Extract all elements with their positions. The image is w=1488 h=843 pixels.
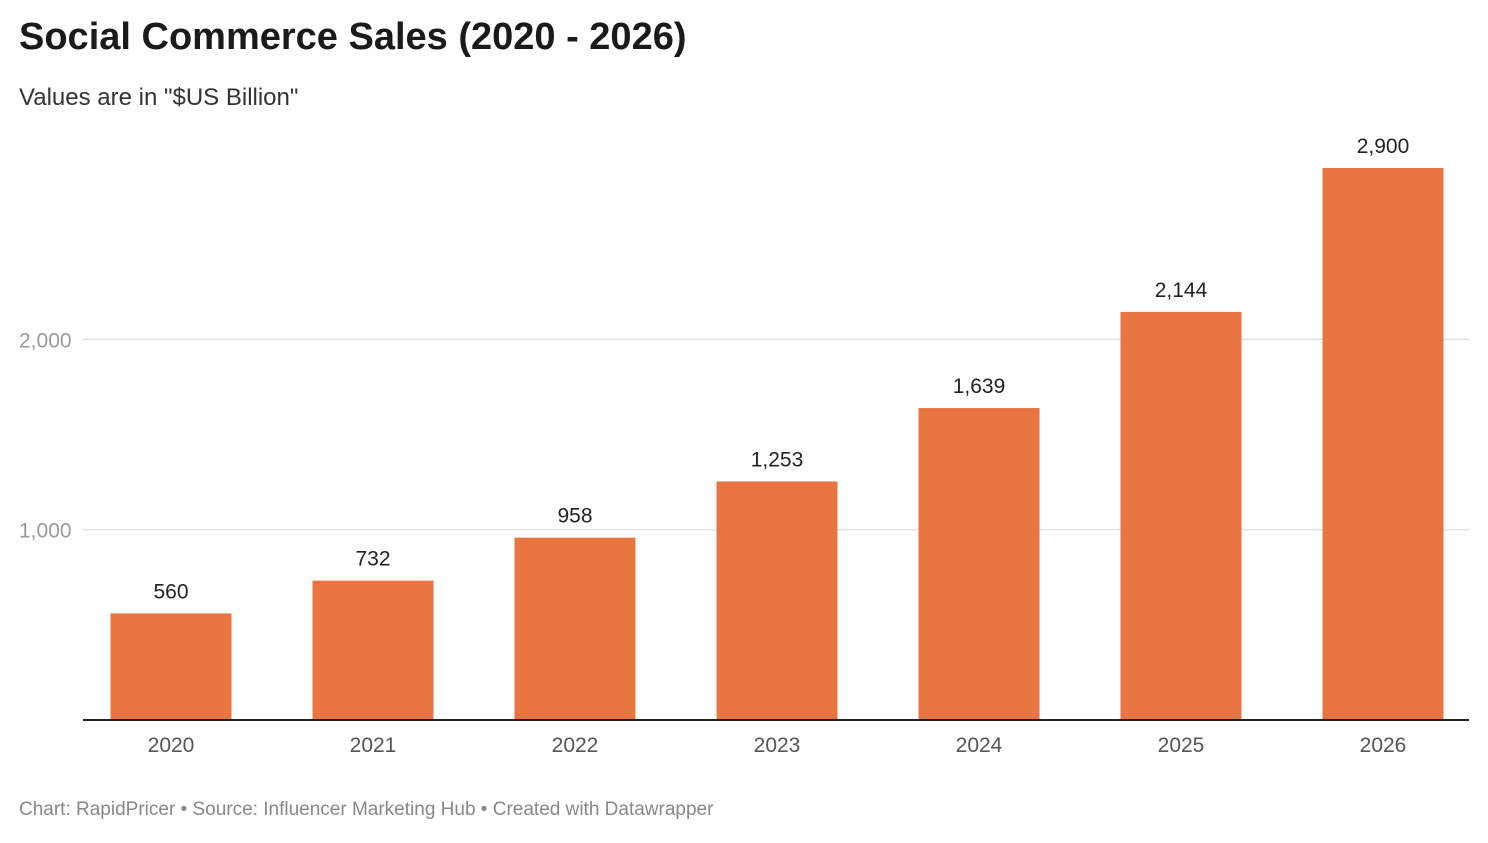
bar-value-label: 1,639 xyxy=(953,375,1006,398)
bar xyxy=(716,481,838,720)
x-axis-ticks: 2020 2021 2022 2023 2024 2025 2026 xyxy=(148,734,1407,757)
bar xyxy=(514,537,636,720)
bar-value-label: 732 xyxy=(355,548,390,571)
bar-value-label: 1,253 xyxy=(751,448,804,471)
chart-title: Social Commerce Sales (2020 - 2026) xyxy=(19,16,687,58)
x-tick-label: 2021 xyxy=(350,734,397,757)
y-axis-ticks: 1,000 2,000 xyxy=(19,329,72,542)
x-tick-label: 2023 xyxy=(754,734,801,757)
x-tick-label: 2024 xyxy=(956,734,1003,757)
bar-value-label: 2,900 xyxy=(1357,135,1410,158)
bar-value-label: 2,144 xyxy=(1155,279,1208,302)
bar xyxy=(110,613,232,720)
bar xyxy=(1120,311,1242,720)
x-tick-label: 2022 xyxy=(552,734,599,757)
bar xyxy=(312,580,434,720)
bars xyxy=(110,168,1444,720)
x-tick-label: 2020 xyxy=(148,734,195,757)
x-tick-label: 2026 xyxy=(1360,734,1407,757)
y-tick-label: 1,000 xyxy=(19,520,72,543)
chart-footer: Chart: RapidPricer • Source: Influencer … xyxy=(19,799,714,820)
y-tick-label: 2,000 xyxy=(19,329,72,352)
bar-value-label: 958 xyxy=(557,505,592,528)
bar xyxy=(1322,168,1444,720)
chart-subtitle: Values are in "$US Billion" xyxy=(19,84,299,111)
x-tick-label: 2025 xyxy=(1158,734,1205,757)
bar-value-label: 560 xyxy=(153,580,188,603)
bar xyxy=(918,408,1040,720)
value-labels: 560 732 958 1,253 1,639 2,144 2,900 xyxy=(153,135,1409,603)
